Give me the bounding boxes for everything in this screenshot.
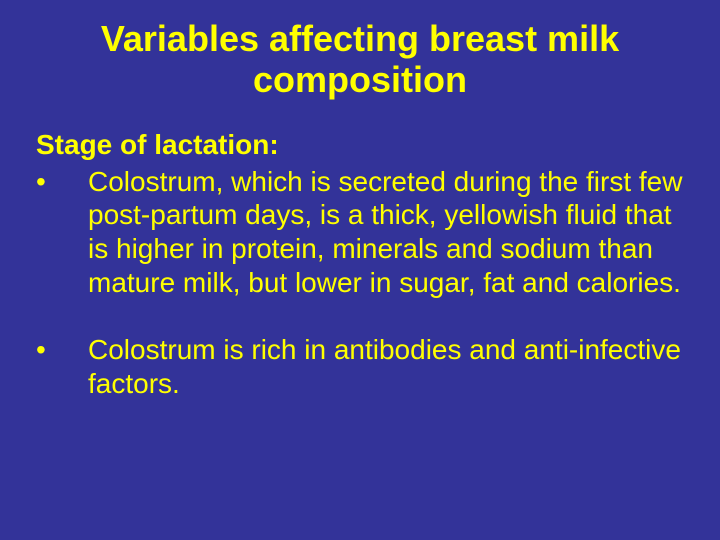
slide-container: Variables affecting breast milk composit… xyxy=(0,0,720,540)
slide-subtitle: Stage of lactation: xyxy=(30,129,690,161)
bullet-text: Colostrum is rich in antibodies and anti… xyxy=(88,333,690,400)
bullet-text: Colostrum, which is secreted during the … xyxy=(88,165,690,299)
slide-title: Variables affecting breast milk composit… xyxy=(30,18,690,101)
bullet-item: • Colostrum, which is secreted during th… xyxy=(30,165,690,299)
bullet-marker: • xyxy=(36,165,88,299)
bullet-marker: • xyxy=(36,333,88,400)
bullet-item: • Colostrum is rich in antibodies and an… xyxy=(30,333,690,400)
